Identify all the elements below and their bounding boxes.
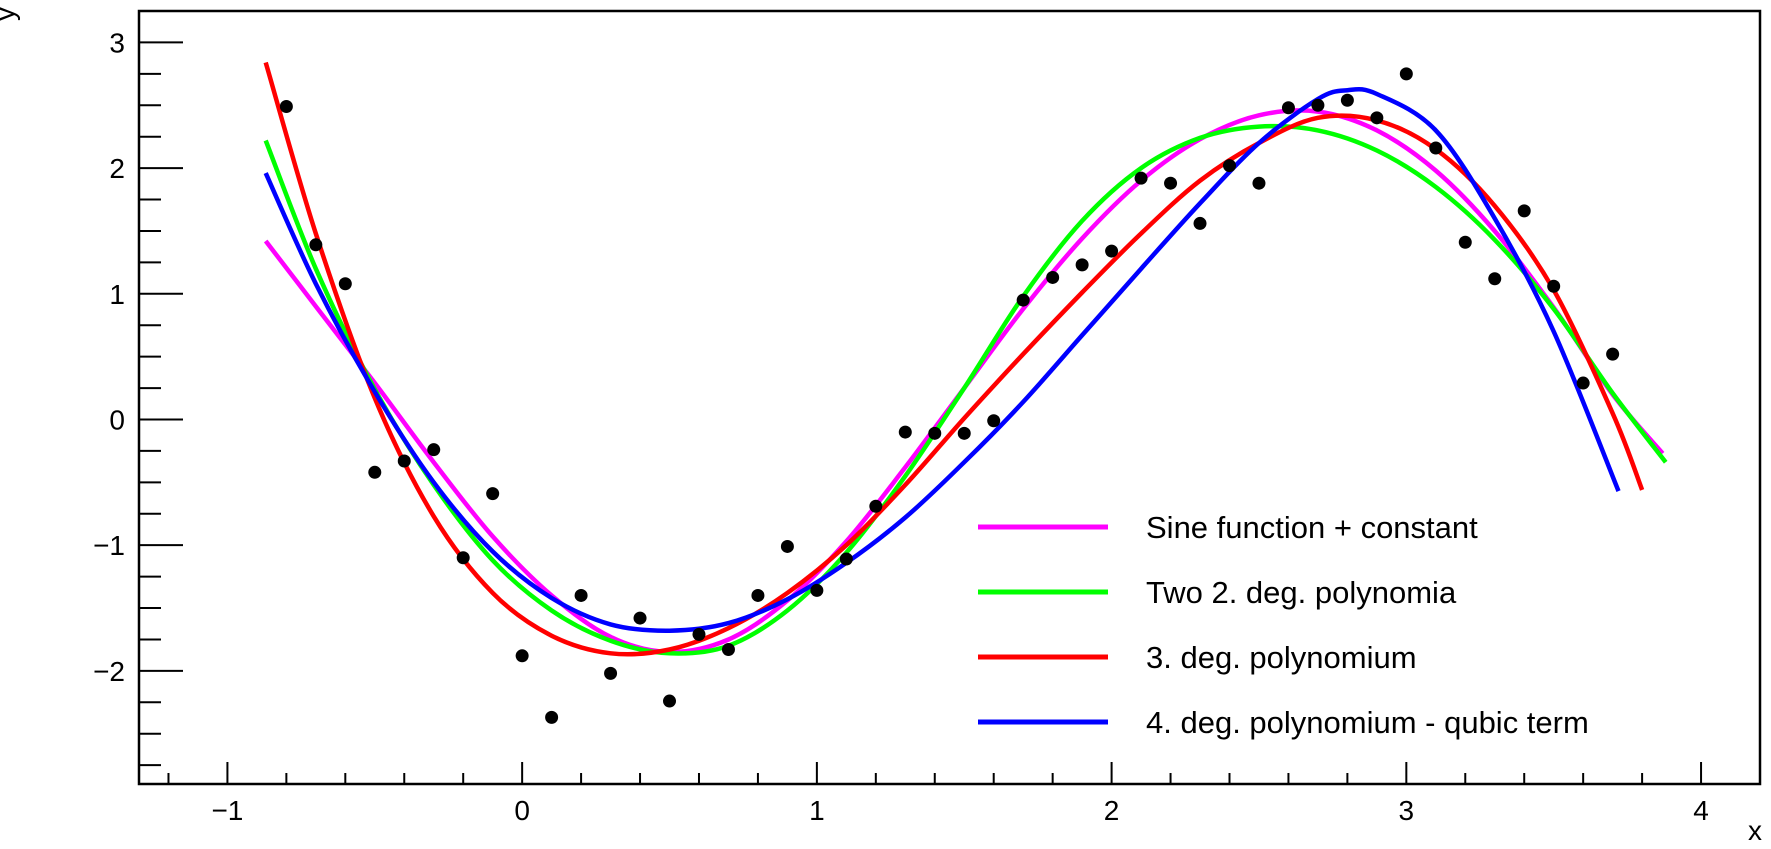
data-point bbox=[368, 465, 382, 479]
data-point bbox=[279, 100, 293, 114]
data-point bbox=[1606, 347, 1620, 361]
data-point bbox=[1046, 270, 1060, 284]
data-point bbox=[1164, 176, 1178, 190]
data-point bbox=[1252, 176, 1266, 190]
x-tick-label: −1 bbox=[211, 795, 243, 826]
fit-curves bbox=[263, 61, 1668, 657]
data-point bbox=[663, 694, 677, 708]
y-tick-label: −2 bbox=[93, 656, 125, 687]
data-point bbox=[427, 443, 441, 457]
x-tick-label: 0 bbox=[514, 795, 530, 826]
data-point bbox=[957, 426, 971, 440]
legend-label: 3. deg. polynomium bbox=[1146, 640, 1417, 675]
y-axis: −2 −1 0 1 2 3 bbox=[93, 10, 183, 767]
data-point bbox=[1370, 111, 1384, 125]
data-point bbox=[810, 583, 824, 597]
data-point bbox=[1105, 244, 1119, 258]
x-axis: −1 0 1 2 3 4 bbox=[167, 762, 1761, 826]
data-point bbox=[486, 487, 500, 501]
data-point bbox=[1281, 101, 1295, 115]
legend-label: 4. deg. polynomium - qubic term bbox=[1146, 705, 1589, 740]
data-point bbox=[1222, 159, 1236, 173]
data-point bbox=[604, 666, 618, 680]
data-point bbox=[898, 425, 912, 439]
y-tick-label: 2 bbox=[109, 153, 125, 184]
data-point bbox=[928, 426, 942, 440]
x-tick-label: 4 bbox=[1693, 795, 1709, 826]
x-tick-label: 2 bbox=[1104, 795, 1120, 826]
x-tick-label: 1 bbox=[809, 795, 825, 826]
data-point bbox=[1340, 93, 1354, 107]
fit-curve-3 bbox=[263, 61, 1645, 657]
data-point bbox=[309, 238, 323, 252]
data-point bbox=[456, 551, 470, 565]
x-axis-title: x bbox=[1748, 815, 1762, 846]
data-point bbox=[545, 710, 559, 724]
y-tick-label: 0 bbox=[109, 404, 125, 435]
y-tick-label: 3 bbox=[109, 27, 125, 58]
data-points bbox=[279, 67, 1620, 724]
y-tick-label: 1 bbox=[109, 279, 125, 310]
data-point bbox=[1458, 235, 1472, 249]
data-point bbox=[1547, 279, 1561, 293]
data-point bbox=[1311, 98, 1325, 112]
data-point bbox=[515, 649, 529, 663]
data-point bbox=[574, 588, 588, 602]
data-point bbox=[987, 414, 1001, 428]
data-point bbox=[397, 454, 411, 468]
plot-frame bbox=[137, 9, 1762, 786]
y-axis-title: y bbox=[0, 7, 20, 21]
legend-label: Two 2. deg. polynomia bbox=[1146, 575, 1457, 610]
data-point bbox=[869, 499, 883, 513]
data-point bbox=[633, 611, 647, 625]
data-point bbox=[1488, 272, 1502, 286]
data-point bbox=[692, 627, 706, 641]
data-point bbox=[1429, 141, 1443, 155]
data-point bbox=[780, 539, 794, 553]
fit-curve-4 bbox=[263, 86, 1621, 633]
data-point bbox=[1016, 293, 1030, 307]
fit-curve-2 bbox=[263, 123, 1668, 656]
data-point bbox=[721, 643, 735, 657]
legend: Sine function + constant Two 2. deg. poly… bbox=[978, 510, 1589, 740]
y-tick-label: −1 bbox=[93, 530, 125, 561]
data-point bbox=[1075, 258, 1089, 272]
data-point bbox=[1134, 171, 1148, 185]
data-point bbox=[1517, 204, 1531, 218]
data-point bbox=[839, 552, 853, 566]
x-tick-label: 3 bbox=[1399, 795, 1415, 826]
data-point bbox=[338, 277, 352, 291]
legend-label: Sine function + constant bbox=[1146, 510, 1478, 545]
data-point bbox=[1399, 67, 1413, 81]
data-point bbox=[751, 588, 765, 602]
data-point bbox=[1193, 216, 1207, 230]
data-point bbox=[1576, 376, 1590, 390]
